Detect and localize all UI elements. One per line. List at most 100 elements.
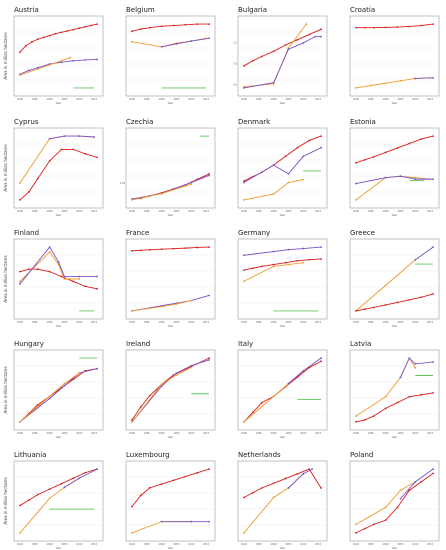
x-tick-label: 1990: [241, 321, 248, 324]
data-point: [272, 496, 275, 499]
x-tick-label: 1995: [144, 543, 151, 546]
x-tick-label: 1995: [256, 210, 263, 213]
data-point: [175, 43, 178, 45]
data-point: [355, 161, 357, 164]
data-point: [48, 246, 51, 249]
data-point: [251, 491, 254, 494]
plot-area: [125, 349, 216, 431]
chart-panel: Ireland 1990 1995 2000 2005 2010 2015 Year: [125, 340, 216, 439]
series-line: [19, 246, 98, 285]
x-tick-label: 2005: [173, 432, 180, 435]
chart-panel: Italy 1990 1995 2000 2005 2010 2015 Year: [237, 340, 328, 439]
x-tick-label: 2005: [173, 543, 180, 546]
x-tick-label: 2005: [61, 321, 68, 324]
data-point: [190, 181, 193, 184]
data-point: [384, 176, 387, 179]
data-point: [420, 393, 423, 396]
data-point: [84, 25, 87, 28]
data-point: [302, 261, 305, 264]
data-point: [30, 41, 33, 43]
data-point: [302, 472, 305, 475]
data-point: [78, 477, 81, 480]
x-tick-label: 1995: [368, 98, 375, 101]
x-tick-label: 2005: [61, 432, 68, 435]
data-point: [414, 178, 417, 181]
x-tick-label: 2010: [188, 98, 195, 101]
x-tick-label: 2000: [271, 210, 278, 213]
data-point: [19, 270, 21, 273]
data-point: [420, 24, 423, 27]
data-point: [96, 287, 98, 290]
data-point: [320, 135, 322, 138]
data-point: [190, 183, 193, 186]
x-tick-label: 2010: [188, 210, 195, 213]
plot-area: [125, 15, 216, 97]
x-tick-label: 1990: [17, 543, 24, 546]
data-point: [160, 483, 163, 486]
data-point: [260, 265, 263, 268]
x-tick-label: 1995: [256, 321, 263, 324]
x-axis-title: Year: [392, 435, 398, 439]
data-point: [84, 59, 87, 61]
chart-panel: Czechia 1990 1995 2000 2005 2010 2015 2.65 Year: [120, 118, 216, 217]
data-point: [78, 275, 81, 278]
data-point: [384, 26, 387, 29]
chart-panel: Poland 1990 1995 2000 2005 2010 2015 Year: [349, 451, 440, 550]
x-tick-label: 1990: [129, 432, 136, 435]
panel-title: Italy: [238, 340, 253, 348]
plot-area: [237, 238, 328, 320]
data-point: [287, 172, 290, 175]
data-point: [63, 384, 66, 387]
data-point: [19, 280, 21, 283]
panel-title: France: [126, 229, 149, 237]
data-point: [420, 296, 423, 299]
data-point: [63, 486, 66, 489]
data-point: [148, 394, 151, 397]
x-tick-label: 1995: [368, 543, 375, 546]
x-axis-title: Year: [56, 546, 62, 550]
data-point: [36, 268, 39, 271]
data-point: [372, 415, 375, 417]
data-point: [243, 198, 245, 201]
data-point: [60, 482, 63, 485]
x-tick-label: 1990: [129, 210, 136, 213]
x-tick-label: 2000: [271, 543, 278, 546]
y-tick-label: 2.65: [120, 182, 126, 185]
plot-area: [13, 127, 104, 209]
data-point: [72, 280, 75, 283]
data-point: [78, 27, 81, 30]
data-point: [243, 181, 245, 184]
series-line: [415, 77, 434, 79]
series-line: [19, 268, 98, 290]
data-point: [408, 25, 411, 28]
x-tick-label: 2000: [159, 543, 166, 546]
data-point: [320, 357, 322, 360]
data-point: [355, 531, 357, 534]
x-tick-label: 1995: [256, 98, 263, 101]
x-tick-label: 2000: [383, 543, 390, 546]
series-line: [131, 367, 192, 423]
panel-title: Germany: [238, 229, 270, 237]
data-point: [272, 250, 275, 253]
data-point: [272, 263, 275, 266]
data-point: [84, 471, 87, 474]
plot-area: [349, 127, 440, 209]
y-tick-label: 0.6: [233, 84, 237, 87]
x-tick-label: 1990: [129, 543, 136, 546]
data-point: [184, 247, 187, 250]
data-point: [320, 360, 322, 363]
plot-area: [125, 460, 216, 542]
chart-panel: Estonia 1990 1995 2000 2005 2010 2015 Year: [349, 118, 440, 217]
x-tick-label: 2005: [285, 543, 292, 546]
x-tick-label: 1990: [17, 321, 24, 324]
data-point: [384, 407, 387, 410]
data-point: [363, 26, 366, 29]
data-point: [320, 487, 322, 489]
series-line: [243, 36, 322, 89]
data-point: [148, 26, 151, 29]
data-point: [272, 265, 275, 268]
data-point: [272, 81, 275, 84]
data-point: [320, 246, 322, 249]
data-point: [384, 284, 387, 287]
